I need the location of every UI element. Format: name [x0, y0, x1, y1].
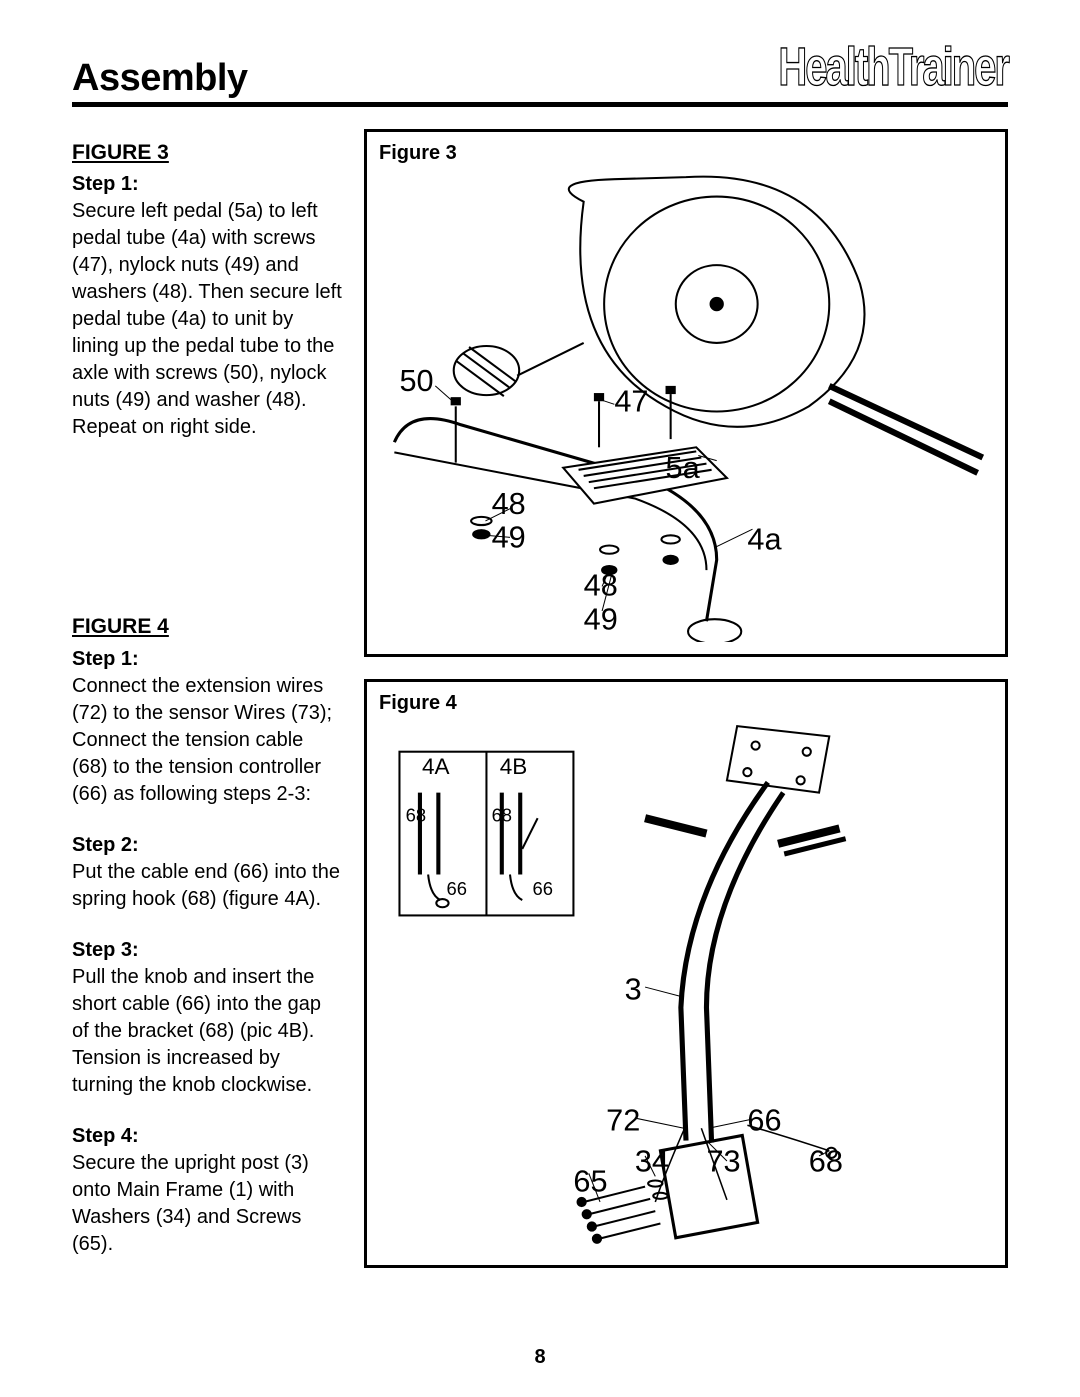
figure4-box: Figure 4	[364, 679, 1008, 1268]
callout-3: 3	[625, 971, 642, 1006]
figure3-diagram: 50 47 5a 48 49 4a 48 49	[379, 171, 993, 642]
figure4-diagram: 4A 4B 68 68 66 66 3 72 66 34 73 68 65	[379, 721, 993, 1253]
inset-66a: 66	[447, 878, 467, 899]
fig4-step1-label: Step 1:	[72, 646, 342, 673]
page-title: Assembly	[72, 57, 248, 100]
callout-34: 34	[635, 1143, 669, 1178]
fig4-step3-label: Step 3:	[72, 937, 342, 964]
inset-68b: 68	[492, 804, 512, 825]
callout-5a: 5a	[666, 450, 701, 485]
fig4-step3-body: Pull the knob and insert the short cable…	[72, 964, 342, 1099]
callout-73: 73	[706, 1143, 740, 1178]
callout-65: 65	[573, 1163, 607, 1198]
inset-label-4a: 4A	[422, 754, 450, 779]
callout-49a: 49	[492, 520, 526, 555]
fig3-step1-label: Step 1:	[72, 171, 342, 198]
figure4-box-label: Figure 4	[379, 692, 993, 715]
callout-68: 68	[809, 1143, 843, 1178]
brand-logo: HealthTrainer	[778, 41, 1008, 100]
fig4-step1-body: Connect the extension wires (72) to the …	[72, 673, 342, 808]
inset-68a: 68	[406, 804, 426, 825]
inset-label-4b: 4B	[500, 754, 528, 779]
figure3-box: Figure 3	[364, 129, 1008, 657]
inset-66b: 66	[533, 878, 553, 899]
callout-50: 50	[399, 363, 433, 398]
figure3-box-label: Figure 3	[379, 142, 993, 165]
content-grid: FIGURE 3 Step 1: Secure left pedal (5a) …	[72, 129, 1008, 1282]
fig4-step4-body: Secure the upright post (3) onto Main Fr…	[72, 1150, 342, 1258]
callout-47: 47	[614, 383, 648, 418]
fig4-step4-label: Step 4:	[72, 1123, 342, 1150]
instructions-column: FIGURE 3 Step 1: Secure left pedal (5a) …	[72, 129, 342, 1282]
callout-72: 72	[606, 1102, 640, 1137]
header: Assembly HealthTrainer	[72, 56, 1008, 107]
figure4-heading: FIGURE 4	[72, 613, 342, 641]
callout-49b: 49	[584, 601, 618, 636]
fig3-step1-body: Secure left pedal (5a) to left pedal tub…	[72, 198, 342, 441]
fig4-step2-label: Step 2:	[72, 832, 342, 859]
callout-48a: 48	[492, 486, 526, 521]
figures-column: Figure 3	[364, 129, 1008, 1282]
callout-48b: 48	[584, 568, 618, 603]
figure3-heading: FIGURE 3	[72, 139, 342, 167]
callout-66: 66	[747, 1102, 781, 1137]
callout-4a: 4a	[747, 522, 782, 557]
fig4-step2-body: Put the cable end (66) into the spring h…	[72, 859, 342, 913]
page-number: 8	[0, 1346, 1080, 1369]
